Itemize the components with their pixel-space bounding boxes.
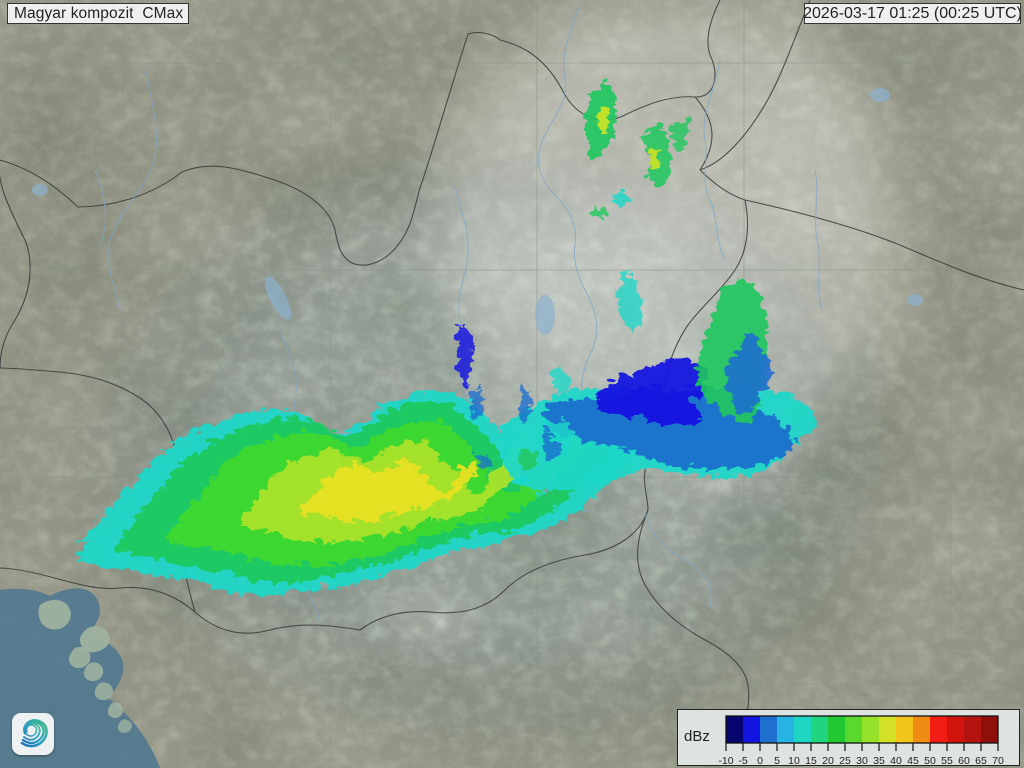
svg-text:0: 0 bbox=[757, 755, 763, 767]
svg-text:-10: -10 bbox=[718, 755, 733, 767]
svg-text:65: 65 bbox=[975, 755, 987, 767]
svg-text:15: 15 bbox=[805, 755, 817, 767]
svg-text:10: 10 bbox=[788, 755, 800, 767]
svg-text:30: 30 bbox=[856, 755, 868, 767]
svg-text:60: 60 bbox=[958, 755, 970, 767]
svg-text:45: 45 bbox=[907, 755, 919, 767]
svg-text:20: 20 bbox=[822, 755, 834, 767]
svg-text:25: 25 bbox=[839, 755, 851, 767]
svg-text:40: 40 bbox=[890, 755, 902, 767]
svg-text:50: 50 bbox=[924, 755, 936, 767]
svg-text:5: 5 bbox=[774, 755, 780, 767]
svg-text:55: 55 bbox=[941, 755, 953, 767]
svg-text:-5: -5 bbox=[738, 755, 747, 767]
svg-text:70: 70 bbox=[992, 755, 1004, 767]
svg-text:35: 35 bbox=[873, 755, 885, 767]
